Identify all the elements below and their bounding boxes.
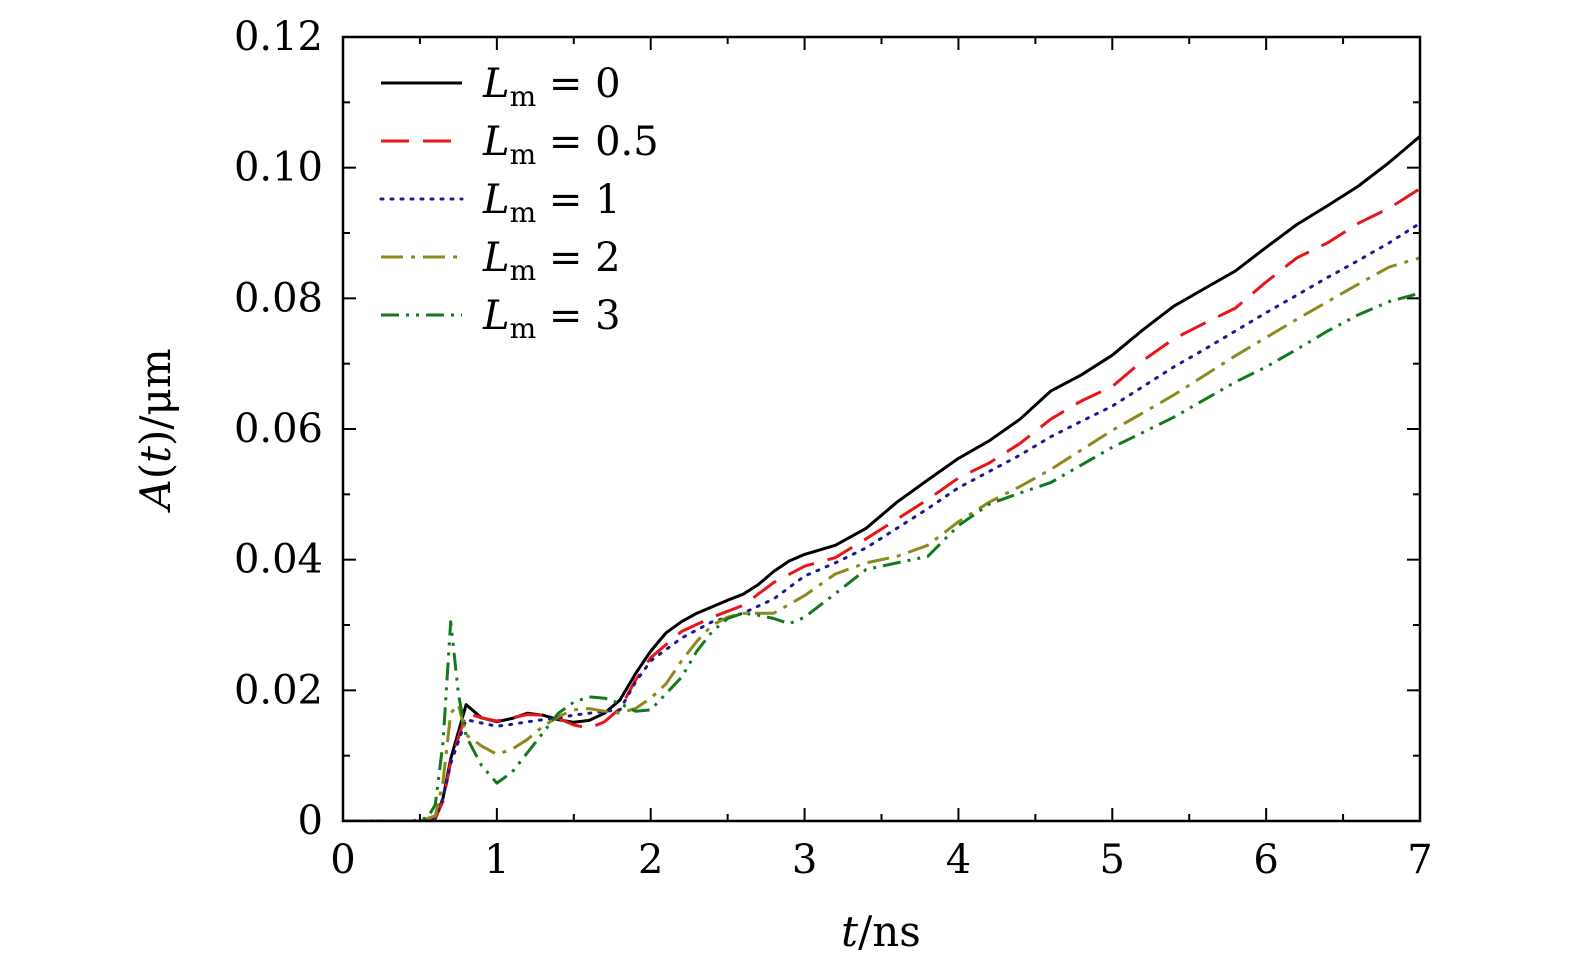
y-tick-label: 0 bbox=[298, 798, 323, 844]
x-tick-label: 2 bbox=[638, 837, 663, 883]
y-tick-label: 0.02 bbox=[234, 667, 323, 713]
x-tick-label: 0 bbox=[330, 837, 355, 883]
x-tick-label: 1 bbox=[484, 837, 509, 883]
series-line-4 bbox=[343, 291, 1420, 821]
x-tick-label: 3 bbox=[792, 837, 817, 883]
y-tick-label: 0.06 bbox=[234, 406, 323, 452]
x-tick-label: 7 bbox=[1407, 837, 1432, 883]
legend-entry-label: Lm = 1 bbox=[482, 177, 621, 229]
legend: Lm = 0 Lm = 0.5 Lm = 1 Lm = 2 Lm = 3 bbox=[379, 61, 659, 345]
legend-entry-label: Lm = 2 bbox=[482, 235, 621, 287]
plot-area-frame bbox=[341, 35, 1422, 823]
series-layer bbox=[343, 135, 1420, 821]
y-tick-label: 0.12 bbox=[234, 14, 323, 60]
y-tick-label: 0.10 bbox=[234, 145, 323, 191]
y-tick-label: 0.04 bbox=[234, 537, 323, 583]
y-tick-label: 0.08 bbox=[234, 275, 323, 321]
legend-entry-label: Lm = 0.5 bbox=[482, 119, 659, 171]
x-tick-label: 6 bbox=[1253, 837, 1278, 883]
legend-entry-label: Lm = 3 bbox=[482, 293, 621, 345]
x-tick-label: 4 bbox=[946, 837, 971, 883]
legend-entry-label: Lm = 0 bbox=[482, 61, 621, 113]
x-axis-title: t/ns bbox=[841, 907, 921, 956]
tick-labels: 0 1 2 3 4 5 6 7 0 0.02 0.04 0.06 0.08 0.10 0.12 bbox=[234, 14, 1433, 883]
series-line-0 bbox=[343, 135, 1420, 821]
y-axis-title: A(t)/μm bbox=[131, 348, 180, 513]
x-tick-label: 5 bbox=[1100, 837, 1125, 883]
series-line-1 bbox=[343, 187, 1420, 821]
